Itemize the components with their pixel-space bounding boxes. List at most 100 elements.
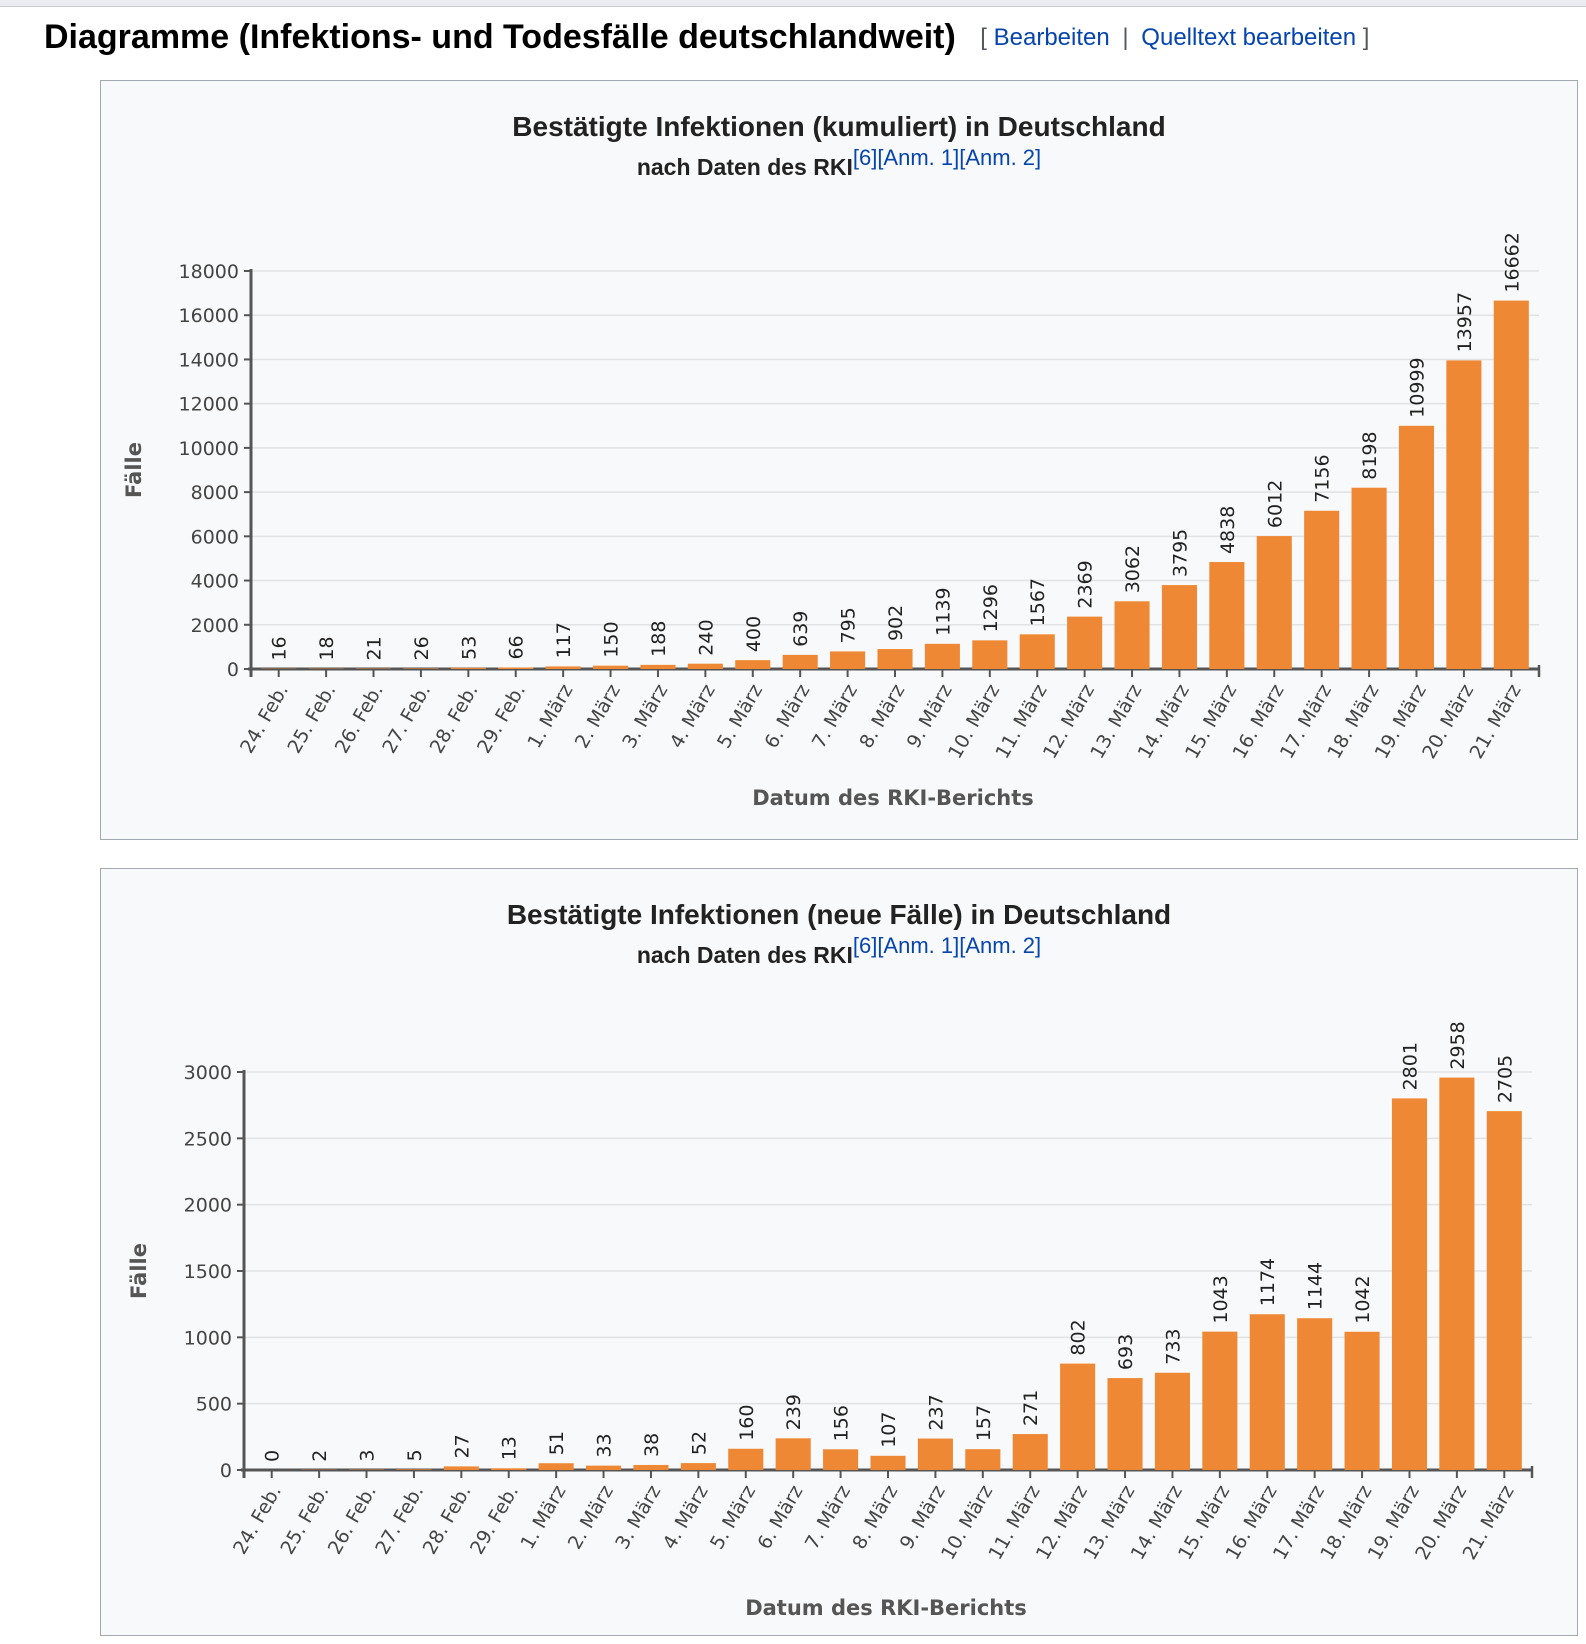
y-tick-label: 12000: [179, 394, 239, 416]
bar: [1446, 360, 1482, 669]
edit-link[interactable]: Bearbeiten: [993, 23, 1110, 51]
y-tick-label: 1500: [184, 1261, 232, 1283]
bar: [1351, 487, 1387, 669]
top-border: [0, 0, 1586, 7]
bar: [965, 1449, 1001, 1470]
chart-title: Bestätigte Infektionen (kumuliert) in De…: [512, 111, 1166, 142]
bar: [877, 649, 913, 669]
bar-value-label: 240: [695, 619, 717, 655]
x-tick-label: 8. März: [855, 680, 909, 752]
bar-value-label: 13957: [1454, 292, 1476, 352]
bar: [1391, 1098, 1428, 1470]
edit-source-link[interactable]: Quelltext bearbeiten: [1141, 23, 1357, 51]
bar-value-label: 117: [553, 622, 575, 658]
bar-value-label: 16: [269, 636, 291, 660]
bar: [972, 640, 1008, 669]
section-heading: Diagramme (Infektions- und Todesfälle de…: [44, 18, 1369, 57]
bar-value-label: 239: [783, 1394, 805, 1430]
bar-value-label: 3: [357, 1450, 379, 1462]
y-tick-label: 14000: [179, 349, 239, 371]
edit-bracket-open: [: [980, 23, 987, 51]
bar: [1012, 1434, 1048, 1470]
bar-value-label: 802: [1068, 1319, 1090, 1355]
bar-value-label: 3062: [1122, 545, 1144, 593]
bar: [687, 663, 723, 669]
x-tick-label: 4. März: [666, 680, 720, 752]
bar: [450, 667, 486, 669]
bar: [1060, 1363, 1096, 1470]
bar: [1107, 1378, 1143, 1470]
bar: [1344, 1331, 1380, 1470]
y-axis-title: Fälle: [127, 1243, 151, 1299]
y-tick-label: 10000: [179, 438, 239, 460]
bar: [830, 651, 866, 669]
bar-value-label: 2369: [1075, 560, 1097, 608]
ref-link-6[interactable]: [6]: [852, 145, 878, 170]
bar: [1297, 1318, 1333, 1470]
bar-value-label: 188: [648, 621, 670, 657]
bar-value-label: 2705: [1494, 1055, 1516, 1103]
bar-value-label: 18: [316, 636, 338, 660]
edit-separator: |: [1122, 23, 1129, 51]
bar: [775, 1438, 811, 1470]
ref-link-anm-1[interactable]: [Anm. 1]: [877, 933, 960, 958]
y-tick-label: 0: [227, 659, 239, 681]
y-tick-label: 4000: [191, 571, 239, 593]
bar: [538, 1463, 574, 1470]
x-tick-label: 8. März: [848, 1481, 902, 1553]
chart-subtitle: nach Daten des RKI[6][Anm. 1][Anm. 2]: [101, 933, 1577, 969]
bar-value-label: 38: [641, 1433, 663, 1457]
x-tick-label: 1. März: [516, 1481, 570, 1553]
chart-figure-new-cases: Bestätigte Infektionen (neue Fälle) in D…: [100, 868, 1578, 1636]
bar-value-label: 1174: [1257, 1258, 1279, 1306]
bar: [1019, 634, 1055, 669]
ref-link-anm-1[interactable]: [Anm. 1]: [877, 145, 960, 170]
bar-value-label: 1144: [1305, 1262, 1327, 1310]
ref-link-anm-2[interactable]: [Anm. 2]: [959, 145, 1042, 170]
bar-value-label: 8198: [1359, 431, 1381, 479]
bar-value-label: 51: [546, 1431, 568, 1455]
bar-value-label: 1139: [932, 587, 954, 635]
bar: [870, 1455, 906, 1470]
bar-value-label: 1296: [980, 584, 1002, 632]
x-tick-label: 2. März: [571, 680, 625, 752]
bar-value-label: 7156: [1312, 454, 1334, 502]
bar: [924, 643, 960, 669]
bar-value-label: 2958: [1447, 1021, 1469, 1069]
ref-link-6[interactable]: [6]: [852, 933, 878, 958]
x-tick-label: 6. März: [760, 680, 814, 752]
x-tick-label: 6. März: [753, 1481, 807, 1553]
x-tick-label: 9. März: [896, 1481, 950, 1553]
bar: [491, 1468, 527, 1470]
bar: [1304, 510, 1340, 669]
bar-value-label: 0: [262, 1450, 284, 1462]
bar-value-label: 66: [506, 635, 528, 659]
bar: [640, 664, 676, 669]
bar: [680, 1463, 716, 1470]
bar-value-label: 1042: [1352, 1275, 1374, 1323]
bar-chart-cumulative: 0 2000 4000 6000 8000 10000 12000 14000 16000 180…: [122, 232, 1541, 810]
y-tick-label: 3000: [184, 1062, 232, 1084]
y-tick-label: 0: [220, 1460, 232, 1482]
ref-link-anm-2[interactable]: [Anm. 2]: [959, 933, 1042, 958]
bar: [1249, 1314, 1285, 1470]
chart-figure-cumulative: Bestätigte Infektionen (kumuliert) in De…: [100, 80, 1578, 840]
x-tick-label: 3. März: [618, 680, 672, 752]
y-tick-label: 18000: [179, 261, 239, 283]
bar-value-label: 157: [973, 1405, 995, 1441]
bar-value-label: 10999: [1406, 357, 1428, 417]
bar-value-label: 733: [1162, 1328, 1184, 1364]
bar-value-label: 26: [411, 636, 433, 660]
bar-value-label: 107: [878, 1412, 900, 1448]
bar-value-label: 693: [1115, 1334, 1137, 1370]
x-tick-label: 7. März: [808, 680, 862, 752]
y-tick-label: 2000: [184, 1195, 232, 1217]
bar-value-label: 21: [364, 636, 386, 660]
x-tick-label: 5. März: [713, 680, 767, 752]
x-tick-label: 7. März: [801, 1481, 855, 1553]
bar: [728, 1448, 764, 1470]
bar-value-label: 795: [838, 607, 860, 643]
bar-value-label: 150: [601, 621, 623, 657]
bar: [1439, 1077, 1475, 1470]
